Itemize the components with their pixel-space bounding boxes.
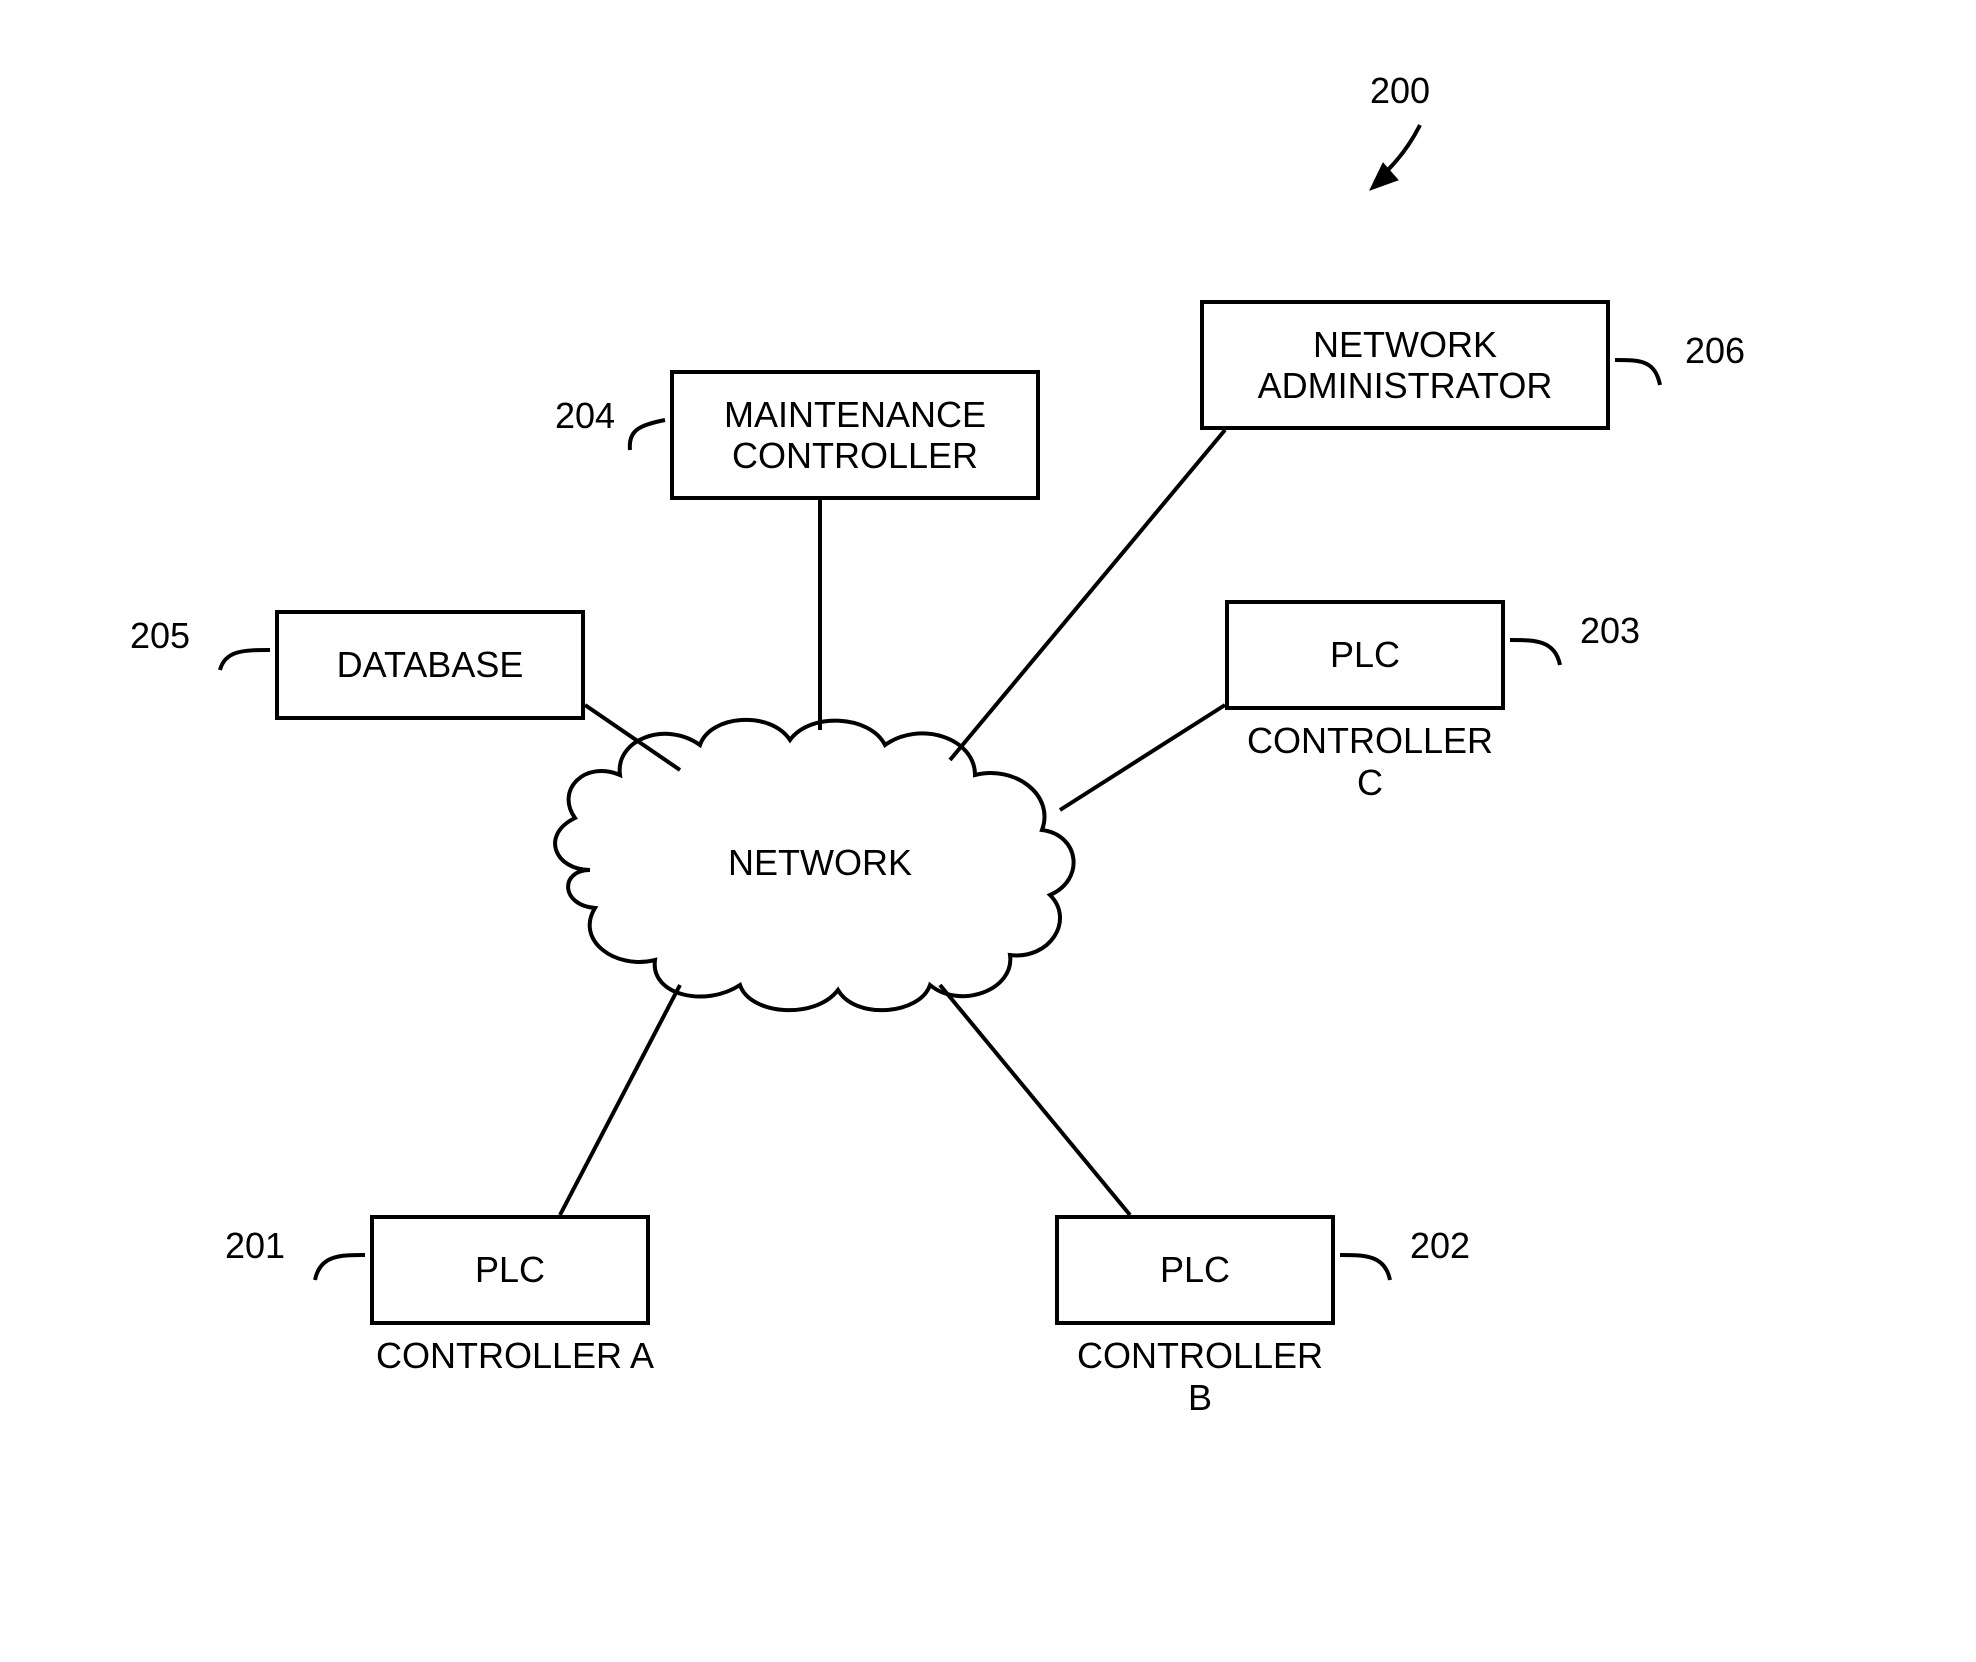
database-box: DATABASE	[275, 610, 585, 720]
plc-a-box: PLC	[370, 1215, 650, 1325]
network-cloud-label: NETWORK	[720, 842, 920, 884]
maintenance-controller-box: MAINTENANCE CONTROLLER	[670, 370, 1040, 500]
connector-database	[585, 705, 680, 770]
ref-200: 200	[1370, 70, 1430, 112]
plc-c-box: PLC	[1225, 600, 1505, 710]
network-admin-box: NETWORK ADMINISTRATOR	[1200, 300, 1610, 430]
diagram-svg	[0, 0, 1976, 1662]
ref-206: 206	[1685, 330, 1745, 372]
plc-a-sublabel: CONTROLLER A	[375, 1335, 655, 1377]
arrow-200	[1375, 125, 1420, 182]
hook-202	[1340, 1255, 1390, 1280]
hook-205	[220, 650, 270, 670]
ref-201: 201	[225, 1225, 285, 1267]
hook-201	[315, 1255, 365, 1280]
ref-204: 204	[555, 395, 615, 437]
hook-203	[1510, 640, 1560, 665]
hook-206	[1615, 360, 1660, 385]
hook-204	[630, 420, 665, 450]
connector-plc-c	[1060, 705, 1225, 810]
plc-c-sublabel: CONTROLLER C	[1230, 720, 1510, 804]
plc-b-sublabel: CONTROLLER B	[1060, 1335, 1340, 1419]
ref-205: 205	[130, 615, 190, 657]
ref-202: 202	[1410, 1225, 1470, 1267]
ref-203: 203	[1580, 610, 1640, 652]
plc-b-box: PLC	[1055, 1215, 1335, 1325]
connector-plc-b	[940, 985, 1130, 1215]
connector-plc-a	[560, 985, 680, 1215]
arrowhead-200	[1370, 163, 1398, 190]
network-diagram: NETWORK 200 MAINTENANCE CONTROLLER 204 N…	[0, 0, 1976, 1662]
